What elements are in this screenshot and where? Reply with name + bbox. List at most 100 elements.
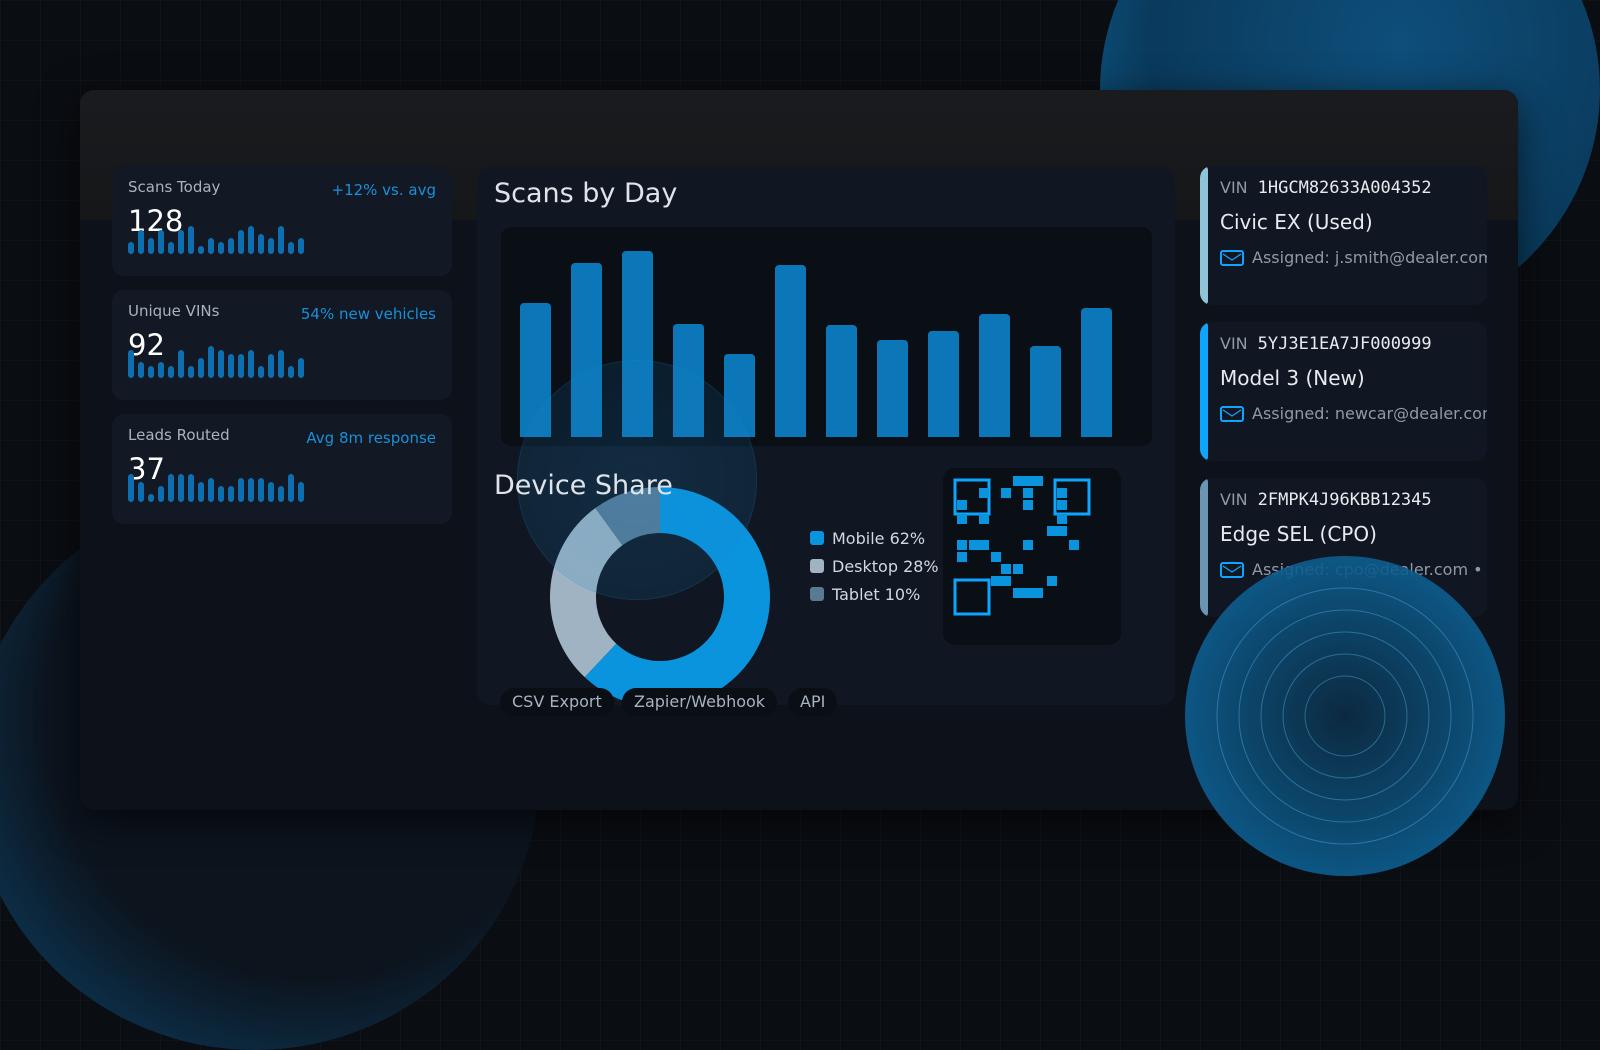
kpi-value: 128 <box>128 204 184 238</box>
sparkline-bar <box>228 486 234 502</box>
sparkline-bar <box>148 366 154 378</box>
kpi-label: Unique VINs <box>128 302 220 320</box>
sparkline-bar <box>198 482 204 502</box>
vehicle-model: Model 3 (New) <box>1220 366 1365 390</box>
sparkline-bar <box>238 230 244 254</box>
integration-chip[interactable]: CSV Export <box>500 688 614 716</box>
status-accent <box>1200 478 1208 617</box>
sparkline-bar <box>298 238 304 254</box>
sparkline-bar <box>178 230 184 254</box>
sparkline-bar <box>288 242 294 254</box>
vin-label: VIN <box>1220 334 1248 353</box>
legend-item: Mobile 62% <box>810 524 939 552</box>
sparkline-bar <box>138 482 144 502</box>
qr-code <box>943 468 1121 645</box>
legend-label: Tablet 10% <box>832 584 921 604</box>
mail-icon <box>1220 561 1244 578</box>
sparkline-bar <box>228 354 234 378</box>
assignee-text: Assigned: newcar@dealer.com <box>1252 404 1487 423</box>
kpi-note: +12% vs. avg <box>331 181 437 199</box>
mail-icon <box>1220 405 1244 422</box>
sparkline-bar <box>198 358 204 378</box>
vin-row: VIN 1HGCM82633A004352 <box>1220 178 1432 198</box>
sparkline-bar <box>268 354 274 378</box>
mail-icon <box>1220 249 1244 266</box>
kpi-note: 54% new vehicles <box>300 305 436 323</box>
sparkline-bar <box>208 346 214 378</box>
sparkline-bar <box>168 474 174 502</box>
vin-row: VIN 2FMPK4J96KBB12345 <box>1220 490 1432 510</box>
kpi-note: Avg 8m response <box>306 429 436 447</box>
sparkline-bar <box>148 238 154 254</box>
legend-item: Tablet 10% <box>810 580 939 608</box>
kpi-card: Leads Routed Avg 8m response 37 <box>112 414 452 524</box>
sparkline-bar <box>238 478 244 502</box>
sparkline-bar <box>188 366 194 378</box>
vehicle-lead-card[interactable]: VIN 1HGCM82633A004352 Civic EX (Used) Ass… <box>1200 166 1487 305</box>
kpi-label: Leads Routed <box>128 426 230 444</box>
sparkline-bar <box>258 366 264 378</box>
sparkline-bar <box>148 494 154 502</box>
bar <box>775 264 806 437</box>
vin-number: 2FMPK4J96KBB12345 <box>1257 490 1432 510</box>
sparkline-bar <box>228 238 234 254</box>
sparkline-bar <box>258 234 264 254</box>
sparkline-bar <box>238 354 244 378</box>
sparkline-bar <box>158 362 164 378</box>
assignee: Assigned: j.smith@dealer.com <box>1220 248 1487 267</box>
assignee-text: Assigned: j.smith@dealer.com <box>1252 248 1487 267</box>
kpi-value: 37 <box>128 452 165 486</box>
vehicle-model: Civic EX (Used) <box>1220 210 1373 234</box>
sparkline-bar <box>248 350 254 378</box>
kpi-card: Unique VINs 54% new vehicles 92 <box>112 290 452 400</box>
sparkline-bar <box>248 226 254 254</box>
sparkline-bar <box>168 366 174 378</box>
bar <box>877 340 908 437</box>
sparkline-bar <box>138 362 144 378</box>
sparkline-bar <box>208 238 214 254</box>
device-legend: Mobile 62% Desktop 28% Tablet 10% <box>810 524 939 608</box>
sparkline-bar <box>288 474 294 502</box>
sparkline-bar <box>288 366 294 378</box>
kpi-value: 92 <box>128 328 165 362</box>
integration-chip[interactable]: API <box>788 688 838 716</box>
vehicle-model: Edge SEL (CPO) <box>1220 522 1377 546</box>
sparkline-bar <box>178 350 184 378</box>
sparkline-bar <box>198 246 204 254</box>
bar <box>979 313 1010 437</box>
sparkline-bar <box>158 486 164 502</box>
sparkline-bar <box>218 350 224 378</box>
kpi-label: Scans Today <box>128 178 221 196</box>
sparkline-bar <box>278 226 284 254</box>
legend-label: Desktop 28% <box>832 556 939 576</box>
sparkline-bar <box>178 474 184 502</box>
legend-item: Desktop 28% <box>810 552 939 580</box>
legend-swatch <box>810 559 824 573</box>
legend-label: Mobile 62% <box>832 528 926 548</box>
sparkline-bar <box>278 350 284 378</box>
integration-chip[interactable]: Zapier/Webhook <box>622 688 778 716</box>
vin-label: VIN <box>1220 490 1248 509</box>
sparkline-bar <box>158 230 164 254</box>
sparkline-bar <box>128 474 134 502</box>
decorative-glow <box>517 360 757 600</box>
sparkline <box>128 226 304 254</box>
bar <box>928 331 959 437</box>
bar <box>1081 308 1112 437</box>
vin-label: VIN <box>1220 178 1248 197</box>
kpi-card: Scans Today +12% vs. avg 128 <box>112 166 452 276</box>
sparkline-bar <box>248 478 254 502</box>
sparkline-bar <box>298 482 304 502</box>
vin-number: 5YJ3E1EA7JF000999 <box>1257 334 1432 354</box>
sparkline-bar <box>258 478 264 502</box>
sparkline-bar <box>168 242 174 254</box>
vehicle-lead-card[interactable]: VIN 5YJ3E1EA7JF000999 Model 3 (New) Assig… <box>1200 322 1487 461</box>
vin-number: 1HGCM82633A004352 <box>1257 178 1432 198</box>
sparkline-bar <box>218 486 224 502</box>
sparkline-bar <box>128 350 134 378</box>
assignee: Assigned: newcar@dealer.com <box>1220 404 1487 423</box>
sparkline-bar <box>268 482 274 502</box>
sparkline <box>128 474 304 502</box>
sparkline-bar <box>278 486 284 502</box>
vin-row: VIN 5YJ3E1EA7JF000999 <box>1220 334 1432 354</box>
